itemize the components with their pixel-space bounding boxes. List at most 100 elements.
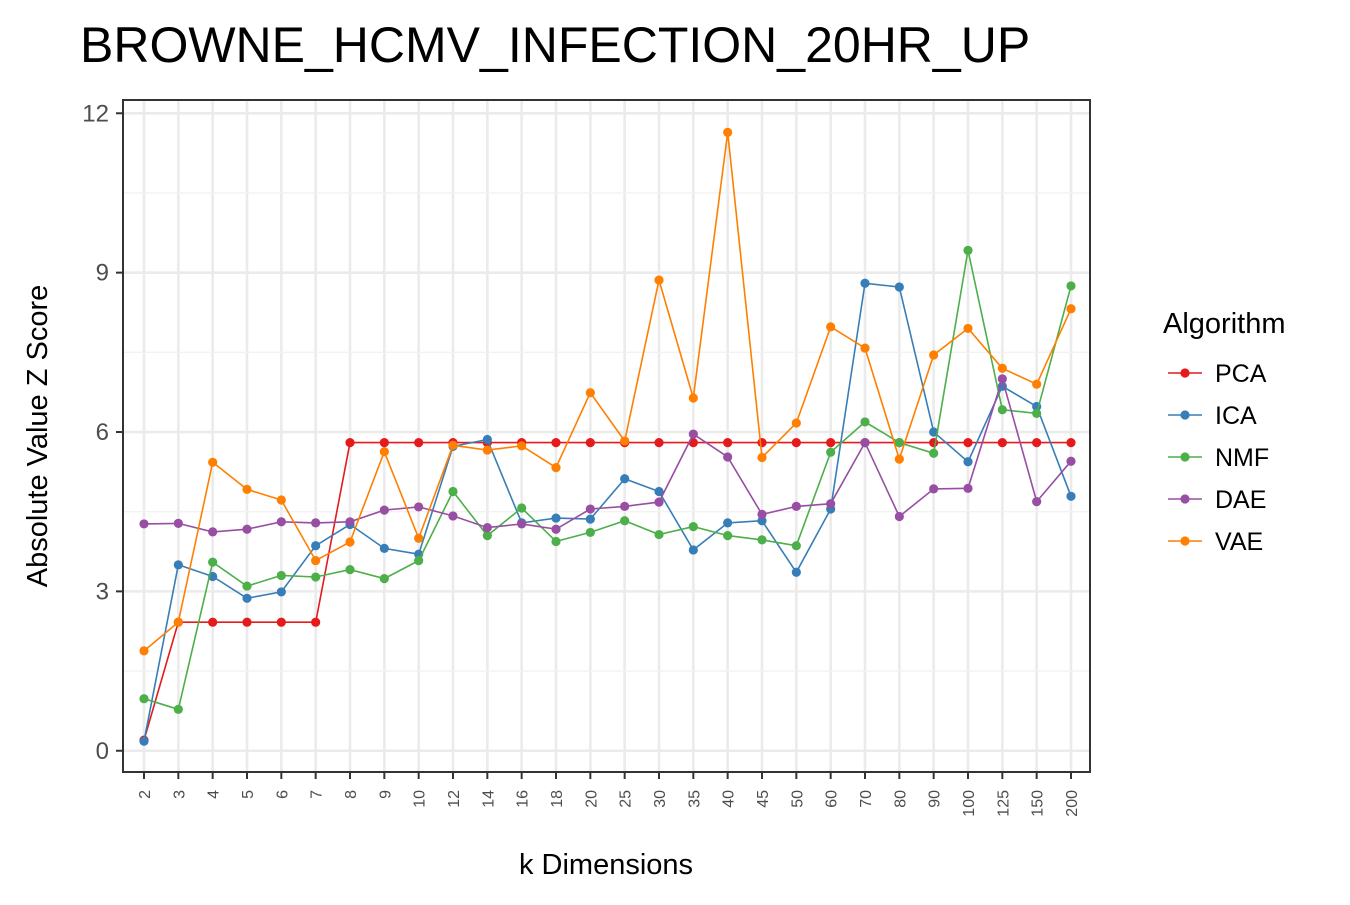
data-point-nmf — [276, 570, 286, 581]
legend-label: NMF — [1215, 444, 1269, 472]
data-point-dae — [448, 511, 458, 521]
x-tick-label: 12 — [446, 790, 463, 808]
x-tick-label: 50 — [789, 790, 806, 808]
x-tick-label: 6 — [274, 790, 291, 799]
data-point-dae — [997, 374, 1007, 384]
x-tick-label: 7 — [309, 790, 326, 799]
data-point-nmf — [757, 535, 767, 545]
data-point-vae — [173, 617, 183, 627]
data-point-ica — [654, 486, 664, 497]
data-point-pca — [723, 438, 733, 448]
legend-label: ICA — [1215, 402, 1257, 430]
data-point-dae — [688, 429, 698, 439]
data-point-dae — [585, 504, 595, 514]
data-point-dae — [208, 527, 218, 537]
data-point-ica — [929, 427, 939, 437]
data-point-nmf — [482, 531, 492, 541]
series-line-dae — [143, 376, 1072, 533]
x-tick-label: 100 — [961, 790, 978, 817]
data-point-dae — [860, 438, 870, 448]
data-point-ica — [551, 513, 561, 523]
x-tick-label: 10 — [412, 790, 429, 808]
data-point-ica — [1066, 491, 1076, 501]
data-point-pca — [654, 438, 664, 448]
data-point-dae — [1066, 456, 1076, 466]
data-point-nmf — [448, 486, 458, 497]
data-point-pca — [345, 438, 355, 448]
data-point-vae — [414, 533, 424, 543]
data-point-ica — [379, 543, 389, 553]
data-point-vae — [482, 445, 492, 455]
series-line-ica — [143, 282, 1072, 742]
chart-title: BROWNE_HCMV_INFECTION_20HR_UP — [80, 17, 1030, 73]
data-point-dae — [654, 497, 664, 507]
x-tick-label: 70 — [858, 790, 875, 808]
data-point-dae — [242, 524, 252, 534]
data-point-pca — [1032, 438, 1042, 448]
data-point-ica — [688, 545, 698, 555]
x-tick-label: 35 — [686, 790, 703, 808]
x-tick-label: 60 — [824, 790, 841, 808]
data-point-vae — [139, 646, 149, 656]
x-tick-label: 16 — [515, 790, 532, 808]
data-point-nmf — [1032, 408, 1042, 419]
data-point-vae — [379, 447, 389, 457]
data-point-nmf — [1066, 281, 1076, 291]
data-point-vae — [826, 322, 836, 332]
data-point-nmf — [208, 557, 218, 567]
data-point-ica — [723, 518, 733, 528]
data-point-pca — [963, 438, 973, 448]
data-point-vae — [517, 441, 527, 451]
data-point-dae — [276, 517, 286, 527]
x-tick-label: 25 — [618, 790, 635, 808]
data-point-nmf — [929, 448, 939, 458]
data-point-vae — [585, 388, 595, 398]
x-tick-label: 5 — [240, 790, 257, 799]
legend-key-point — [1180, 368, 1190, 378]
data-point-nmf — [620, 516, 630, 526]
x-tick-label: 90 — [927, 790, 944, 808]
data-point-vae — [1032, 379, 1042, 389]
data-point-nmf — [654, 529, 664, 540]
y-tick-label: 6 — [96, 419, 109, 446]
data-point-ica — [757, 516, 767, 526]
x-tick-label: 9 — [377, 790, 394, 799]
data-point-ica — [585, 514, 595, 524]
series-line-vae — [143, 132, 1072, 652]
x-tick-label: 20 — [583, 790, 600, 808]
data-point-pca — [208, 617, 218, 627]
data-point-dae — [723, 452, 733, 462]
data-point-vae — [860, 343, 870, 353]
legend: Algorithm PCA ICA NMF DAE VAE — [1163, 308, 1286, 556]
legend-label: DAE — [1215, 486, 1266, 514]
x-tick-label: 8 — [343, 790, 360, 799]
data-point-dae — [894, 511, 904, 522]
legend-key-point — [1180, 494, 1190, 504]
data-point-vae — [894, 454, 904, 464]
data-point-ica — [620, 474, 630, 484]
data-point-pca — [242, 617, 252, 627]
x-tick-label: 200 — [1064, 790, 1081, 817]
data-point-nmf — [791, 541, 801, 551]
plot-border — [122, 99, 1091, 773]
series-line-nmf — [143, 250, 1072, 711]
x-axis-title: k Dimensions — [519, 849, 693, 881]
data-point-pca — [414, 438, 424, 448]
legend-label: VAE — [1215, 528, 1263, 556]
y-tick-label: 12 — [82, 100, 109, 127]
series-line-pca — [143, 441, 1071, 741]
y-axis-title: Absolute Value Z Score — [22, 285, 54, 588]
data-point-vae — [688, 393, 698, 403]
data-point-nmf — [585, 527, 595, 538]
data-point-dae — [963, 483, 973, 493]
data-point-dae — [757, 509, 767, 519]
data-point-nmf — [139, 694, 149, 704]
data-point-nmf — [517, 503, 527, 513]
y-tick-label: 9 — [96, 260, 109, 287]
data-point-dae — [1032, 497, 1042, 507]
data-point-vae — [620, 436, 630, 446]
data-point-ica — [963, 457, 973, 467]
series-layer — [139, 127, 1076, 746]
data-point-pca — [757, 438, 767, 448]
